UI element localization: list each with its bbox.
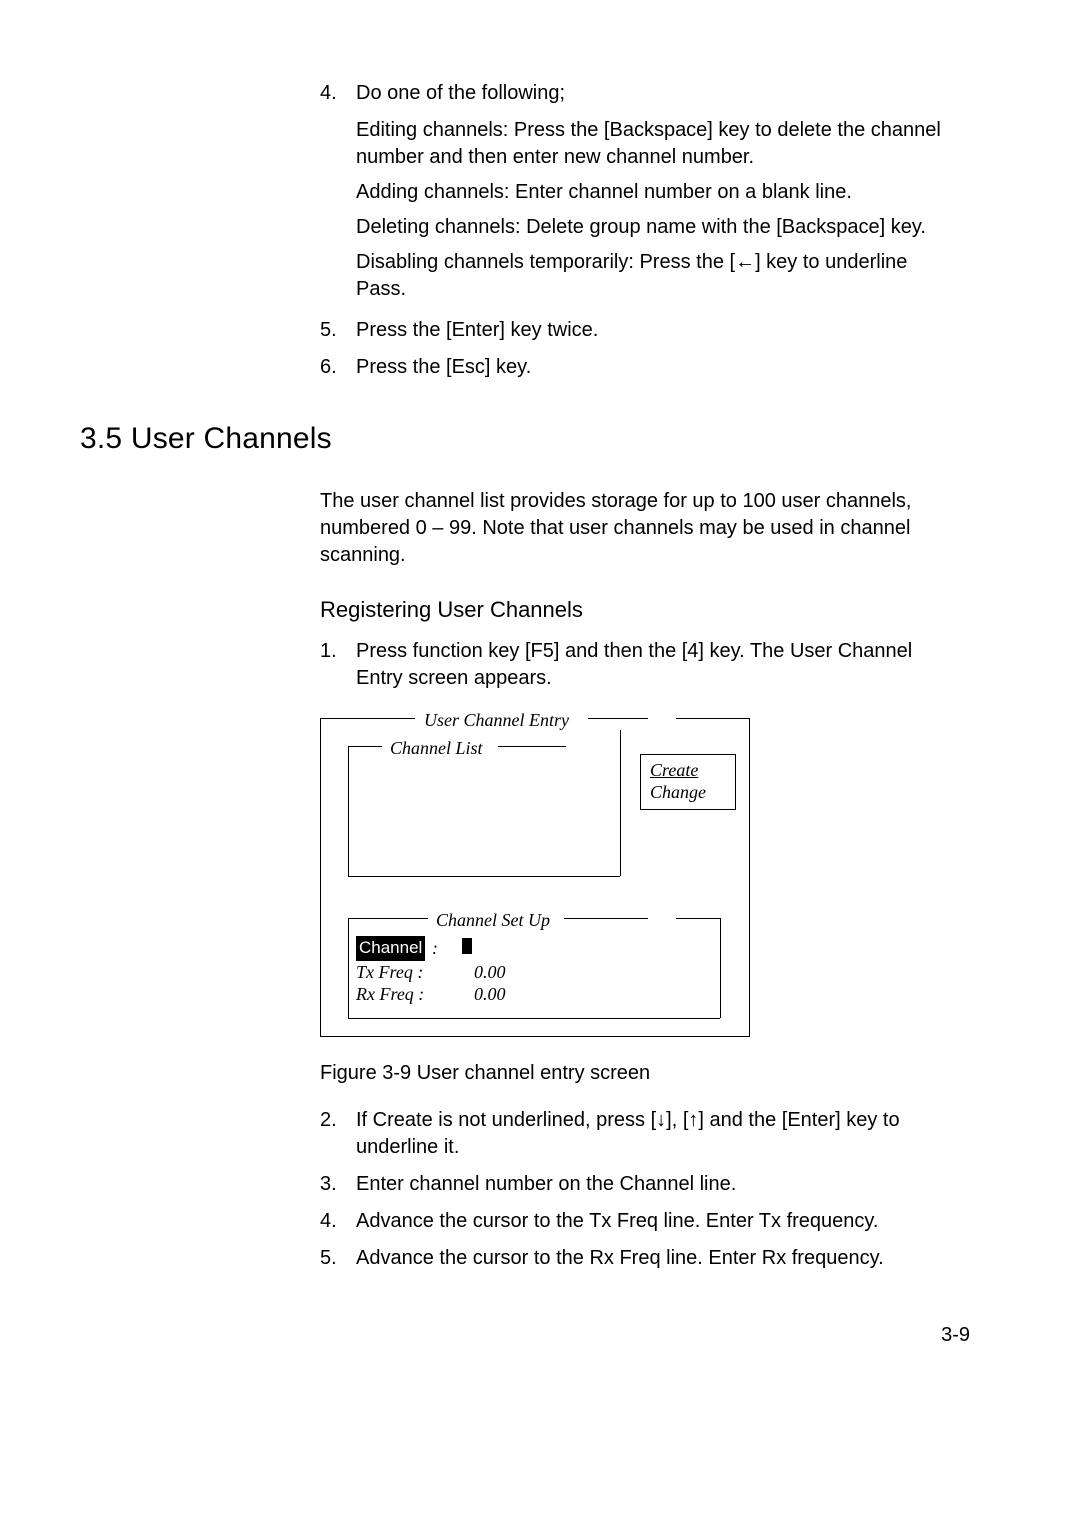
list-text: If Create is not underlined, press [↓], …: [356, 1107, 960, 1161]
section-heading: 3.5 User Channels: [80, 419, 970, 460]
list-num: 5.: [320, 317, 356, 344]
reg-step-1: 1. Press function key [F5] and then the …: [320, 638, 960, 692]
list-item-6: 6. Press the [Esc] key.: [320, 354, 960, 381]
rx-val: 0.00: [474, 982, 506, 1006]
cursor-icon: [462, 938, 472, 954]
setup-label: Channel Set Up: [436, 908, 550, 932]
create-label: Create: [650, 758, 698, 782]
sub-para: Disabling channels temporarily: Press th…: [356, 249, 960, 303]
sub-block-4: Editing channels: Press the [Backspace] …: [356, 117, 960, 303]
change-label: Change: [650, 780, 706, 804]
sub-para: Deleting channels: Delete group name wit…: [356, 214, 960, 241]
list-text: Advance the cursor to the Rx Freq line. …: [356, 1245, 884, 1272]
list-lead: Press the [Esc] key.: [356, 354, 531, 381]
sub-para: Adding channels: Enter channel number on…: [356, 179, 960, 206]
subheading: Registering User Channels: [320, 595, 960, 625]
figure-caption: Figure 3-9 User channel entry screen: [320, 1060, 960, 1087]
channel-field-highlight: Channel: [356, 936, 425, 961]
list-num: 1.: [320, 638, 356, 692]
channel-list-label: Channel List: [390, 736, 483, 760]
sub-para: Editing channels: Press the [Backspace] …: [356, 117, 960, 171]
after-step-3: 3. Enter channel number on the Channel l…: [320, 1171, 960, 1198]
fig-title: User Channel Entry: [424, 708, 569, 732]
list-num: 5.: [320, 1245, 356, 1272]
list-item-5: 5. Press the [Enter] key twice.: [320, 317, 960, 344]
intro-para: The user channel list provides storage f…: [320, 488, 960, 569]
list-num: 2.: [320, 1107, 356, 1161]
list-text: Advance the cursor to the Tx Freq line. …: [356, 1208, 878, 1235]
figure-user-channel-entry: User Channel Entry Channel List Create C…: [320, 708, 750, 1038]
list-lead: Do one of the following;: [356, 80, 565, 107]
colon: :: [432, 936, 438, 960]
list-text: Press function key [F5] and then the [4]…: [356, 638, 960, 692]
tx-label: Tx Freq :: [356, 960, 423, 984]
rx-label: Rx Freq :: [356, 982, 424, 1006]
list-num: 4.: [320, 1208, 356, 1235]
tx-val: 0.00: [474, 960, 506, 984]
list-item-4: 4. Do one of the following;: [320, 80, 960, 107]
after-step-2: 2. If Create is not underlined, press [↓…: [320, 1107, 960, 1161]
after-step-5: 5. Advance the cursor to the Rx Freq lin…: [320, 1245, 960, 1272]
list-num: 6.: [320, 354, 356, 381]
list-lead: Press the [Enter] key twice.: [356, 317, 598, 344]
list-num: 4.: [320, 80, 356, 107]
list-text: Enter channel number on the Channel line…: [356, 1171, 736, 1198]
after-step-4: 4. Advance the cursor to the Tx Freq lin…: [320, 1208, 960, 1235]
list-num: 3.: [320, 1171, 356, 1198]
page-number: 3-9: [120, 1322, 970, 1349]
